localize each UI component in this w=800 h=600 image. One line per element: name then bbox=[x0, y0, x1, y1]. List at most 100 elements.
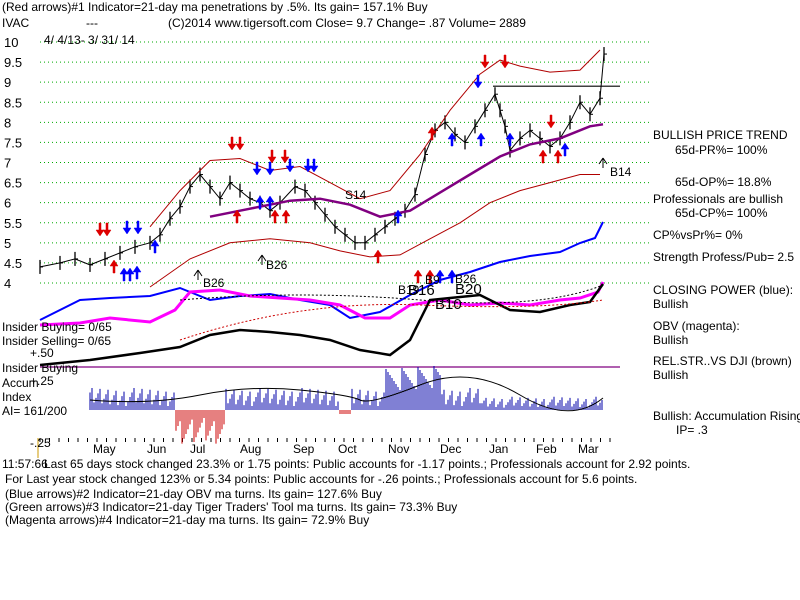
accum-rising: Bullish: Accumulation Rising bbox=[653, 409, 800, 423]
blue-arrow bbox=[265, 195, 275, 210]
annotation-b16: B16 bbox=[408, 282, 435, 299]
accum-label: Accum bbox=[2, 376, 39, 390]
obv-value: Bullish bbox=[653, 333, 689, 347]
annotation-b26b: B26 bbox=[266, 258, 288, 272]
blue-arrow bbox=[560, 142, 570, 157]
annotation-b9: B9 bbox=[425, 273, 440, 287]
marker-arrow bbox=[193, 269, 203, 280]
x-tick-label: Dec bbox=[440, 442, 461, 456]
blue-arrow bbox=[132, 265, 142, 280]
cp-value: 65d-CP%= 100% bbox=[675, 206, 768, 220]
red-arrow bbox=[95, 222, 105, 237]
moving-average-line bbox=[209, 123, 604, 218]
annotation-b10: B10 bbox=[435, 296, 462, 313]
y-tick-label: 4 bbox=[4, 276, 11, 291]
y-tick-label: 6 bbox=[4, 196, 11, 211]
x-tick-label: Feb bbox=[536, 442, 557, 456]
annotation-b26c: B26 bbox=[455, 272, 477, 286]
accum-plus50: +.50 bbox=[30, 346, 54, 360]
insider-selling-label: Insider Selling= 0/65 bbox=[2, 334, 112, 348]
y-tick-label: 7.5 bbox=[4, 135, 22, 150]
blue-arrow bbox=[133, 220, 143, 235]
red-arrow bbox=[235, 136, 245, 151]
cpvspr-value: CP%vsPr%= 0% bbox=[653, 228, 743, 242]
blue-arrow bbox=[119, 267, 129, 282]
index-label: Index bbox=[2, 390, 32, 404]
y-tick-label: 10 bbox=[4, 35, 18, 50]
red-arrow bbox=[553, 149, 563, 164]
obv-label: OBV (magenta): bbox=[653, 319, 740, 333]
red-arrow bbox=[546, 114, 556, 129]
x-tick-label: Sep bbox=[293, 442, 315, 456]
date-range: 4/ 4/13- 3/ 31/ 14 bbox=[44, 33, 135, 47]
upper-band bbox=[149, 49, 601, 228]
red-arrow bbox=[373, 249, 383, 264]
insider-buying-label-2: Insider Buying bbox=[2, 361, 79, 375]
blue-arrow bbox=[473, 74, 483, 89]
x-tick-label: Oct bbox=[338, 442, 357, 456]
red-arrow bbox=[281, 209, 291, 224]
red-arrow bbox=[480, 54, 490, 69]
obv-line bbox=[39, 281, 605, 327]
blue-arrow bbox=[435, 269, 445, 284]
blue-arrow bbox=[303, 158, 313, 173]
red-arrow bbox=[227, 136, 237, 151]
blue-arrow bbox=[447, 132, 457, 147]
y-tick-label: 7 bbox=[4, 156, 11, 171]
y-tick-label: 9.5 bbox=[4, 55, 22, 70]
ip-value: IP= .3 bbox=[676, 423, 708, 437]
red-arrow bbox=[232, 209, 242, 224]
blue-arrow bbox=[125, 267, 135, 282]
red-arrow bbox=[500, 54, 510, 69]
closing-power-value: Bullish bbox=[653, 297, 689, 311]
y-tick-label: 8 bbox=[4, 115, 11, 130]
blue-arrow bbox=[252, 161, 262, 176]
blue-arrow bbox=[393, 209, 403, 224]
annotation-s14: S14 bbox=[345, 188, 367, 202]
x-tick-label: Jul bbox=[190, 442, 205, 456]
blue-arrow bbox=[265, 161, 275, 176]
footer-prefix: 11:57:66 bbox=[2, 457, 48, 471]
blue-arrow bbox=[309, 158, 319, 173]
red-arrow bbox=[425, 269, 435, 284]
red-arrow bbox=[427, 126, 437, 141]
relstr-label: REL.STR..VS DJI (brown) bbox=[653, 354, 792, 368]
accum-plus25: +.25 bbox=[30, 374, 54, 388]
accum-minus25: -.25 bbox=[30, 436, 51, 450]
x-tick-label: Aug bbox=[240, 442, 261, 456]
ai-label: AI= 161/200 bbox=[2, 404, 68, 418]
marker-arrow bbox=[598, 157, 608, 168]
x-tick-label: Jan bbox=[489, 442, 508, 456]
annotation-b20: B20 bbox=[455, 281, 482, 298]
y-tick-label: 6.5 bbox=[4, 176, 22, 191]
footer-line2: For Last year stock changed 123% or 5.34… bbox=[5, 472, 638, 486]
y-tick-label: 4.5 bbox=[4, 256, 22, 271]
x-tick-label: May bbox=[93, 442, 116, 456]
x-tick-label: Jun bbox=[147, 442, 166, 456]
op-value: 65d-OP%= 18.8% bbox=[675, 175, 772, 189]
pros-bullish: Professionals are bullish bbox=[653, 192, 784, 206]
red-arrow bbox=[280, 149, 290, 164]
red-arrow bbox=[538, 149, 548, 164]
red-arrow bbox=[109, 259, 119, 274]
quote-line: (C)2014 www.tigersoft.com Close= 9.7 Cha… bbox=[168, 16, 526, 30]
annotation-b19: B19 bbox=[398, 283, 420, 297]
price-line bbox=[39, 54, 605, 268]
insider-buying-label: Insider Buying= 0/65 bbox=[2, 320, 112, 334]
blue-arrow bbox=[476, 132, 486, 147]
blue-arrow bbox=[122, 220, 132, 235]
footer-line4: (Green arrows)#3 Indicator=21-day Tiger … bbox=[5, 500, 458, 514]
blue-arrow bbox=[505, 132, 515, 147]
blue-arrow bbox=[285, 158, 295, 173]
y-tick-label: 9 bbox=[4, 75, 11, 90]
footer-line5: (Magenta arrows)#4 Indicator=21-day ma t… bbox=[5, 513, 370, 527]
red-arrow bbox=[102, 222, 112, 237]
relstr-value: Bullish bbox=[653, 368, 689, 382]
annotation-b14: B14 bbox=[610, 165, 632, 179]
trend-title: BULLISH PRICE TREND bbox=[653, 128, 788, 142]
y-tick-label: 5 bbox=[4, 236, 11, 251]
cp-ma-dotted bbox=[179, 284, 604, 304]
lower-band bbox=[149, 174, 600, 288]
blue-arrow bbox=[150, 239, 160, 254]
